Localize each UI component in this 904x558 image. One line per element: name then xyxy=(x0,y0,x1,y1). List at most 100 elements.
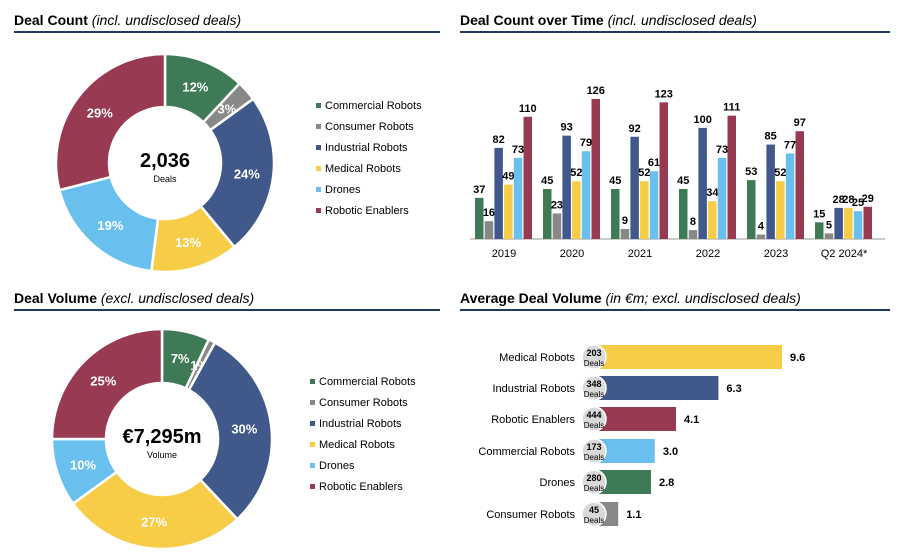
deal-count-legend-label-drones: Drones xyxy=(325,184,361,196)
bar-label-consumer-robots-2020: 23 xyxy=(551,199,563,211)
hbar-medical-robots xyxy=(597,345,782,369)
x-tick-label-2023: 2023 xyxy=(764,248,788,260)
deal-volume-legend-swatch-drones xyxy=(310,463,315,468)
bar-robotic-enablers-2022 xyxy=(727,115,736,239)
bar-drones-2023 xyxy=(785,153,795,239)
bar-label-industrial-robots-2019: 82 xyxy=(493,134,505,146)
deal-volume-title-bold: Deal Volume xyxy=(14,290,97,306)
bar-label-drones-q2-2024: 25 xyxy=(852,197,864,209)
bar-medical-robots-2022 xyxy=(708,201,717,239)
deal-volume-slice-label-commercial-robots: 7% xyxy=(171,351,190,366)
bar-commercial-robots-q2-2024 xyxy=(815,222,824,239)
deal-count-legend-swatch-commercial-robots xyxy=(316,103,321,108)
bar-robotic-enablers-2020 xyxy=(591,99,600,239)
bar-medical-robots-2023 xyxy=(776,181,785,239)
bar-industrial-robots-2020 xyxy=(562,135,571,239)
deal-count-time-title: Deal Count over Time (incl. undisclosed … xyxy=(460,12,757,28)
deal-count-slice-industrial-robots xyxy=(198,97,276,249)
bar-industrial-robots-q2-2024 xyxy=(834,207,843,239)
bar-label-consumer-robots-2023: 4 xyxy=(758,221,765,233)
deal-count-legend-label-consumer-robots: Consumer Robots xyxy=(325,121,414,133)
bar-label-robotic-enablers-q2-2024: 29 xyxy=(862,193,874,205)
deal-count-slice-label-medical-robots: 13% xyxy=(175,235,201,250)
deal-volume-legend-swatch-robotic-enablers xyxy=(310,484,315,489)
deal-volume-title: Deal Volume (excl. undisclosed deals) xyxy=(14,290,254,306)
deal-count-badge-word-medical-robots: Deals xyxy=(584,359,604,368)
deal-count-badge-number-consumer-robots: 45 xyxy=(589,505,599,515)
hbar-value-drones: 2.8 xyxy=(659,477,674,489)
deal-count-legend-swatch-consumer-robots xyxy=(316,124,321,129)
x-tick-label-2019: 2019 xyxy=(492,248,516,260)
bar-label-commercial-robots-2022: 45 xyxy=(677,175,689,187)
bar-label-industrial-robots-q2-2024: 28 xyxy=(833,194,845,206)
bar-label-commercial-robots-2020: 45 xyxy=(541,175,553,187)
deal-count-badge-word-industrial-robots: Deals xyxy=(584,390,604,399)
bar-label-drones-2021: 61 xyxy=(648,157,660,169)
deal-count-legend-label-commercial-robots: Commercial Robots xyxy=(325,100,422,112)
bar-consumer-robots-q2-2024 xyxy=(824,233,834,239)
deal-volume-legend-swatch-commercial-robots xyxy=(310,379,315,384)
deal-volume-slice-label-medical-robots: 27% xyxy=(141,515,167,530)
deal-count-legend-label-robotic-enablers: Robotic Enablers xyxy=(325,205,409,217)
bar-label-industrial-robots-2023: 85 xyxy=(765,131,777,143)
deal-count-slice-label-commercial-robots: 12% xyxy=(182,79,208,94)
bar-label-industrial-robots-2020: 93 xyxy=(561,122,573,134)
bar-consumer-robots-2019 xyxy=(484,221,494,239)
deal-volume-legend-label-commercial-robots: Commercial Robots xyxy=(319,376,416,388)
deal-volume-legend-label-robotic-enablers: Robotic Enablers xyxy=(319,481,403,493)
x-tick-label-2020: 2020 xyxy=(560,248,584,260)
bar-label-robotic-enablers-2020: 126 xyxy=(587,85,605,97)
deal-count-badge-word-robotic-enablers: Deals xyxy=(584,421,604,430)
deal-count-badge-word-commercial-robots: Deals xyxy=(584,453,604,462)
deal-count-badge-consumer-robots xyxy=(581,501,607,527)
deal-count-slice-label-robotic-enablers: 29% xyxy=(87,105,113,120)
deal-count-title: Deal Count (incl. undisclosed deals) xyxy=(14,12,241,28)
deal-count-badge-number-medical-robots: 203 xyxy=(586,348,601,358)
bar-industrial-robots-2019 xyxy=(494,147,503,239)
deal-count-badge-word-drones: Deals xyxy=(584,484,604,493)
deal-count-badge-word-consumer-robots: Deals xyxy=(584,516,604,525)
hbar-value-industrial-robots: 6.3 xyxy=(726,383,741,395)
x-tick-label-q2-2024: Q2 2024* xyxy=(821,248,868,260)
bar-consumer-robots-2020 xyxy=(552,213,562,239)
deal-count-badge-number-industrial-robots: 348 xyxy=(586,379,601,389)
bar-commercial-robots-2020 xyxy=(543,189,552,239)
avg-volume-title-italic: (in €m; excl. undisclosed deals) xyxy=(605,290,801,306)
deal-count-slice-label-drones: 19% xyxy=(97,218,123,233)
deal-count-badge-number-commercial-robots: 173 xyxy=(586,442,601,452)
bar-label-medical-robots-2023: 52 xyxy=(774,167,786,179)
deal-count-time-title-bold: Deal Count over Time xyxy=(460,12,604,28)
deal-count-legend-label-industrial-robots: Industrial Robots xyxy=(325,142,408,154)
bar-drones-2019 xyxy=(513,157,523,239)
x-tick-label-2022: 2022 xyxy=(696,248,720,260)
deal-count-title-bold: Deal Count xyxy=(14,12,88,28)
deal-count-center-label: Deals xyxy=(153,174,177,184)
bar-industrial-robots-2021 xyxy=(630,136,639,239)
bar-label-commercial-robots-2019: 37 xyxy=(473,184,485,196)
deal-volume-rule xyxy=(14,309,440,311)
hbar-category-robotic-enablers: Robotic Enablers xyxy=(491,414,575,426)
bar-commercial-robots-2023 xyxy=(747,180,756,239)
bar-drones-2021 xyxy=(649,171,659,239)
deal-count-legend-label-medical-robots: Medical Robots xyxy=(325,163,401,175)
hbar-category-consumer-robots: Consumer Robots xyxy=(486,509,575,521)
deal-volume-legend-label-medical-robots: Medical Robots xyxy=(319,439,395,451)
hbar-industrial-robots xyxy=(597,376,719,400)
bar-consumer-robots-2022 xyxy=(688,230,698,239)
bar-drones-q2-2024 xyxy=(853,211,863,239)
deal-volume-title-italic: (excl. undisclosed deals) xyxy=(100,290,255,306)
deal-count-badge-medical-robots xyxy=(581,344,607,370)
bar-label-robotic-enablers-2023: 97 xyxy=(794,117,806,129)
deal-count-badge-drones xyxy=(581,469,607,495)
hbar-value-commercial-robots: 3.0 xyxy=(663,446,678,458)
deal-volume-legend-label-industrial-robots: Industrial Robots xyxy=(319,418,402,430)
bar-medical-robots-2021 xyxy=(640,181,649,239)
deal-count-badge-commercial-robots xyxy=(581,438,607,464)
bar-commercial-robots-2019 xyxy=(475,197,484,239)
deal-volume-legend-swatch-medical-robots xyxy=(310,442,315,447)
deal-count-time-title-italic: (incl. undisclosed deals) xyxy=(607,12,757,28)
deal-count-time-rule xyxy=(460,31,890,33)
deal-count-badge-number-robotic-enablers: 444 xyxy=(586,410,601,420)
hbar-robotic-enablers xyxy=(597,407,677,431)
